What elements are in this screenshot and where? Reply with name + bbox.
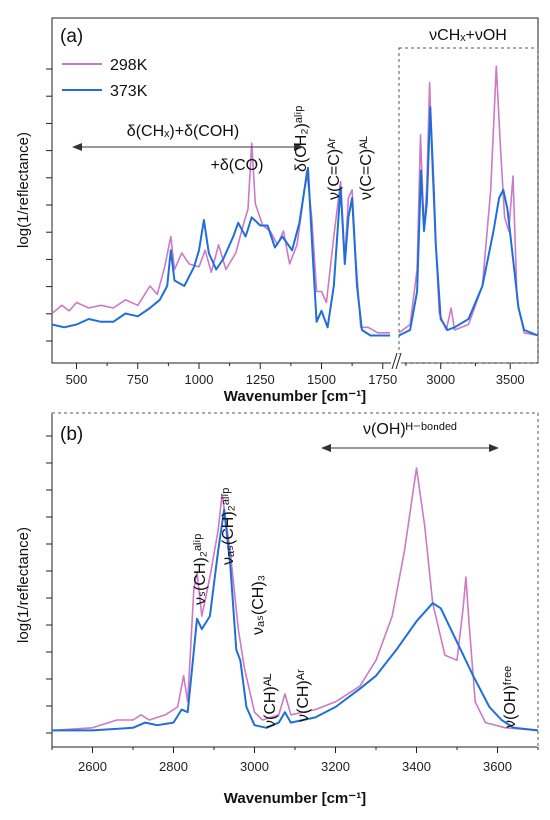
series-b (51, 467, 539, 732)
annotation-ch2-sym: νₛ(CH)₂ᵃˡⁱᵖ (192, 534, 209, 605)
annotation-oh-free: ν(OH)ᶠʳᵉᵉ (502, 666, 519, 728)
annotation-deformation: δ(CHₓ)+δ(COH) (127, 123, 239, 140)
annotation-ch2-asym: νₐₛ(CH)₂ᵃˡⁱᵖ (220, 488, 237, 565)
x-tick-label-a: 1000 (185, 372, 214, 387)
x-tick-label-b: 3200 (321, 759, 350, 774)
x-ticks-a: 500 750 1000 1250 1500 1750 3000 3500 (66, 363, 525, 387)
panel-label-a: (a) (60, 26, 83, 47)
x-tick-label-a: 3500 (496, 372, 525, 387)
panel-a-frame (51, 17, 539, 364)
series-line-373K-a-right (398, 106, 539, 337)
x-tick-label-b: 2800 (159, 759, 188, 774)
range-arrow-a (72, 143, 304, 151)
x-axis-title-a: Wavenumber [cm⁻¹] (224, 388, 366, 405)
y-ticks-b (46, 435, 52, 734)
panel-a: 500 750 1000 1250 1500 1750 3000 3500 (a) 298K … (15, 17, 539, 405)
x-tick-label-b: 2600 (78, 759, 107, 774)
y-ticks-a (46, 68, 52, 342)
x-tick-label-a: 750 (127, 372, 149, 387)
range-arrow-b (321, 444, 499, 452)
x-tick-label-a: 1500 (307, 372, 336, 387)
x-axis-title-b: Wavenumber [cm⁻¹] (224, 790, 366, 807)
annotation-ch3-asym: νₐₛ(CH)₃ (250, 575, 267, 635)
x-tick-label-a: 1750 (368, 372, 397, 387)
series-a (51, 65, 539, 337)
axis-break (391, 352, 402, 370)
annotation-cc-al: ν(C=C)ᴬᴸ (358, 136, 375, 200)
annotation-ch-ar: ν(CH)ᴬʳ (295, 669, 312, 722)
panel-b: 2600 2800 3000 3200 3400 3600 (b) ν(OH)ᴴ⁻ᵇᵒⁿᵈ… (15, 412, 539, 807)
x-tick-label-a: 1250 (246, 372, 275, 387)
series-line-373K-b (52, 508, 539, 732)
x-tick-label-a: 3000 (426, 372, 455, 387)
legend-entry-373K: 373K (110, 83, 148, 100)
legend: 298K 373K (62, 57, 148, 100)
legend-entry-298K: 298K (110, 57, 148, 74)
panel-label-b: (b) (60, 424, 83, 445)
annotation-ch2-alip: δ(CH₂)ᵃˡⁱᵖ (293, 106, 310, 172)
x-tick-label-b: 3600 (483, 759, 512, 774)
inset-box (398, 47, 539, 364)
x-tick-label-b: 3000 (240, 759, 269, 774)
series-line-373K-a-left (51, 166, 391, 337)
annotation-oh-hbonded: ν(OH)ᴴ⁻ᵇᵒⁿᵈᵉᵈ (363, 421, 457, 438)
inset-label: νCHₓ+νOH (429, 27, 507, 44)
annotation-ch-al: ν(CH)ᴬᴸ (262, 673, 279, 728)
x-tick-label-a: 500 (66, 372, 88, 387)
annotation-cc-ar: ν(C=C)ᴬʳ (326, 138, 343, 200)
x-ticks-b: 2600 2800 3000 3200 3400 3600 (51, 747, 539, 774)
x-tick-label-b: 3400 (402, 759, 431, 774)
y-axis-title-b: log(1/reflectance) (15, 527, 32, 643)
annotation-co: +δ(CO) (211, 157, 264, 174)
series-line-298K-b (51, 467, 539, 732)
y-axis-title-a: log(1/reflectance) (15, 132, 32, 248)
